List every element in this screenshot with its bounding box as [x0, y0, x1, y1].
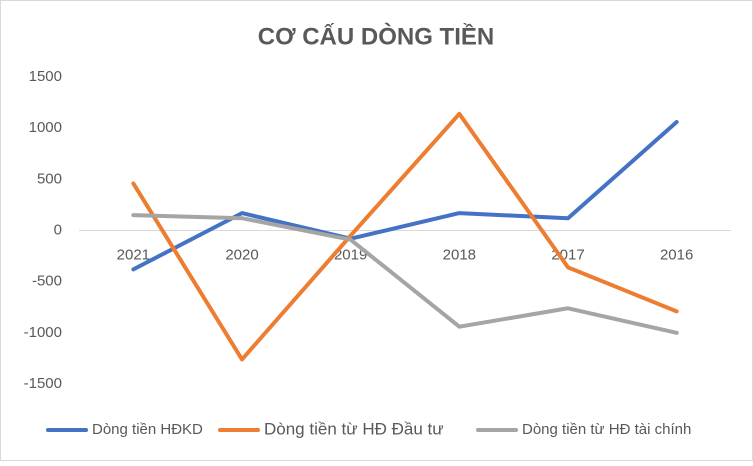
x-tick-label: 2017	[551, 246, 584, 263]
x-tick-label: 2016	[660, 246, 693, 263]
y-tick-label: 1500	[29, 68, 62, 85]
y-tick-label: -1000	[24, 324, 62, 341]
x-tick-label: 2021	[117, 246, 150, 263]
legend-label: Dòng tiền từ HĐ tài chính	[522, 421, 691, 438]
y-tick-label: 1000	[29, 119, 62, 136]
y-tick-label: 500	[37, 170, 62, 187]
x-tick-label: 2019	[334, 246, 367, 263]
chart-title: CƠ CẤU DÒNG TIỀN	[258, 22, 494, 50]
x-tick-label: 2020	[225, 246, 258, 263]
series-line	[131, 213, 679, 335]
series-line	[131, 111, 679, 362]
legend-label: Dòng tiền HĐKD	[92, 421, 203, 438]
y-tick-label: 0	[54, 221, 62, 238]
x-tick-label: 2018	[443, 246, 476, 263]
y-tick-label: -500	[32, 273, 62, 290]
y-tick-label: -1500	[24, 375, 62, 392]
legend-label: Dòng tiền từ HĐ Đầu tư	[264, 419, 444, 438]
series-line	[131, 120, 679, 272]
